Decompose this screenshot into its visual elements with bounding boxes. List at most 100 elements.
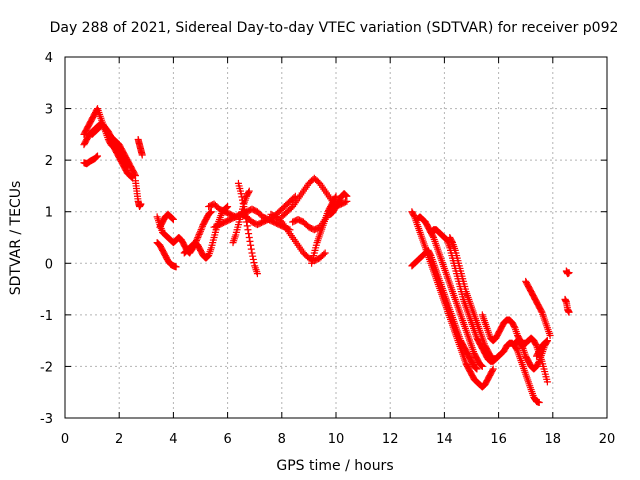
data-point bbox=[238, 193, 246, 201]
series-arc-e bbox=[134, 136, 146, 159]
data-point bbox=[194, 232, 202, 240]
data-point bbox=[249, 252, 257, 260]
data-points bbox=[80, 105, 573, 407]
data-point bbox=[92, 153, 100, 161]
data-point bbox=[253, 270, 261, 278]
data-point bbox=[224, 203, 232, 211]
series-arc-ad bbox=[561, 295, 573, 316]
series-arc-a bbox=[80, 152, 102, 168]
x-tick-label: 6 bbox=[223, 432, 231, 447]
series-arc-s bbox=[327, 190, 351, 218]
data-point bbox=[206, 209, 214, 217]
data-point bbox=[341, 191, 349, 199]
data-point bbox=[510, 322, 518, 330]
data-point bbox=[168, 214, 176, 222]
data-point bbox=[477, 361, 485, 369]
x-tick-label: 20 bbox=[599, 432, 616, 447]
x-tick-label: 14 bbox=[436, 432, 453, 447]
data-point bbox=[478, 362, 486, 370]
series-arc-aa bbox=[522, 277, 554, 339]
data-point bbox=[250, 259, 258, 267]
y-tick-label: 2 bbox=[45, 154, 53, 169]
x-tick-label: 16 bbox=[490, 432, 507, 447]
data-point bbox=[199, 222, 207, 230]
x-tick-label: 12 bbox=[382, 432, 399, 447]
chart-title: Day 288 of 2021, Sidereal Day-to-day VTE… bbox=[50, 20, 619, 36]
data-point bbox=[513, 346, 521, 354]
data-point bbox=[249, 255, 257, 263]
data-point bbox=[197, 226, 205, 234]
series-arc-h bbox=[153, 239, 180, 271]
data-point bbox=[197, 227, 204, 235]
y-tick-label: 1 bbox=[45, 206, 53, 221]
data-point bbox=[169, 215, 177, 223]
y-tick-label: 0 bbox=[45, 257, 53, 272]
data-point bbox=[542, 338, 550, 346]
data-point bbox=[196, 229, 204, 237]
y-axis-label: SDTVAR / TECUs bbox=[8, 181, 24, 296]
y-tick-label: -2 bbox=[40, 360, 53, 375]
data-point bbox=[248, 249, 256, 257]
series-arc-u bbox=[408, 246, 481, 373]
data-point bbox=[472, 364, 480, 372]
y-tick-label: -3 bbox=[40, 412, 53, 427]
data-point bbox=[341, 198, 349, 206]
x-tick-label: 2 bbox=[115, 432, 123, 447]
data-point bbox=[246, 237, 254, 245]
data-point bbox=[94, 152, 102, 160]
data-point bbox=[245, 187, 253, 195]
data-point bbox=[518, 343, 526, 351]
series-arc-d bbox=[88, 120, 139, 180]
data-point bbox=[472, 364, 480, 372]
data-point bbox=[535, 399, 543, 407]
x-tick-label: 8 bbox=[278, 432, 286, 447]
x-tick-label: 4 bbox=[169, 432, 177, 447]
data-point bbox=[537, 307, 545, 315]
data-point bbox=[237, 190, 245, 198]
data-point bbox=[532, 341, 540, 349]
data-point bbox=[342, 192, 350, 200]
data-point bbox=[546, 331, 554, 339]
data-point bbox=[243, 222, 251, 230]
data-point bbox=[320, 250, 328, 258]
data-point bbox=[543, 378, 551, 386]
series-arc-f bbox=[131, 177, 145, 211]
data-point bbox=[245, 188, 253, 196]
data-point bbox=[244, 226, 252, 234]
data-point bbox=[137, 200, 145, 208]
series-arc-p bbox=[278, 174, 340, 221]
data-point bbox=[131, 170, 139, 178]
series-arc-x bbox=[446, 234, 543, 407]
data-point bbox=[321, 249, 329, 257]
series-arc-v bbox=[413, 213, 486, 370]
x-tick-label: 18 bbox=[545, 432, 562, 447]
data-point bbox=[535, 359, 543, 367]
data-point bbox=[195, 230, 203, 238]
data-point bbox=[169, 215, 177, 223]
x-tick-label: 0 bbox=[61, 432, 69, 447]
data-point bbox=[207, 208, 215, 216]
data-point bbox=[565, 308, 573, 316]
data-point bbox=[93, 153, 101, 161]
data-point bbox=[426, 250, 434, 258]
data-point bbox=[198, 224, 206, 232]
data-point bbox=[489, 366, 497, 374]
series-arc-ac bbox=[562, 267, 573, 278]
data-point bbox=[207, 208, 215, 216]
data-point bbox=[473, 365, 481, 373]
y-tick-label: -1 bbox=[40, 309, 53, 324]
data-point bbox=[343, 192, 351, 200]
x-axis-label: GPS time / hours bbox=[276, 458, 393, 474]
series-arc-ab bbox=[533, 337, 551, 360]
data-point bbox=[478, 362, 486, 370]
data-point bbox=[448, 237, 456, 245]
data-point bbox=[138, 151, 146, 159]
data-point bbox=[242, 214, 250, 222]
x-tick-label: 10 bbox=[328, 432, 345, 447]
data-point bbox=[247, 241, 255, 249]
data-point bbox=[543, 337, 551, 345]
data-point bbox=[223, 203, 231, 211]
grid-lines bbox=[65, 57, 607, 418]
data-point bbox=[410, 212, 418, 220]
